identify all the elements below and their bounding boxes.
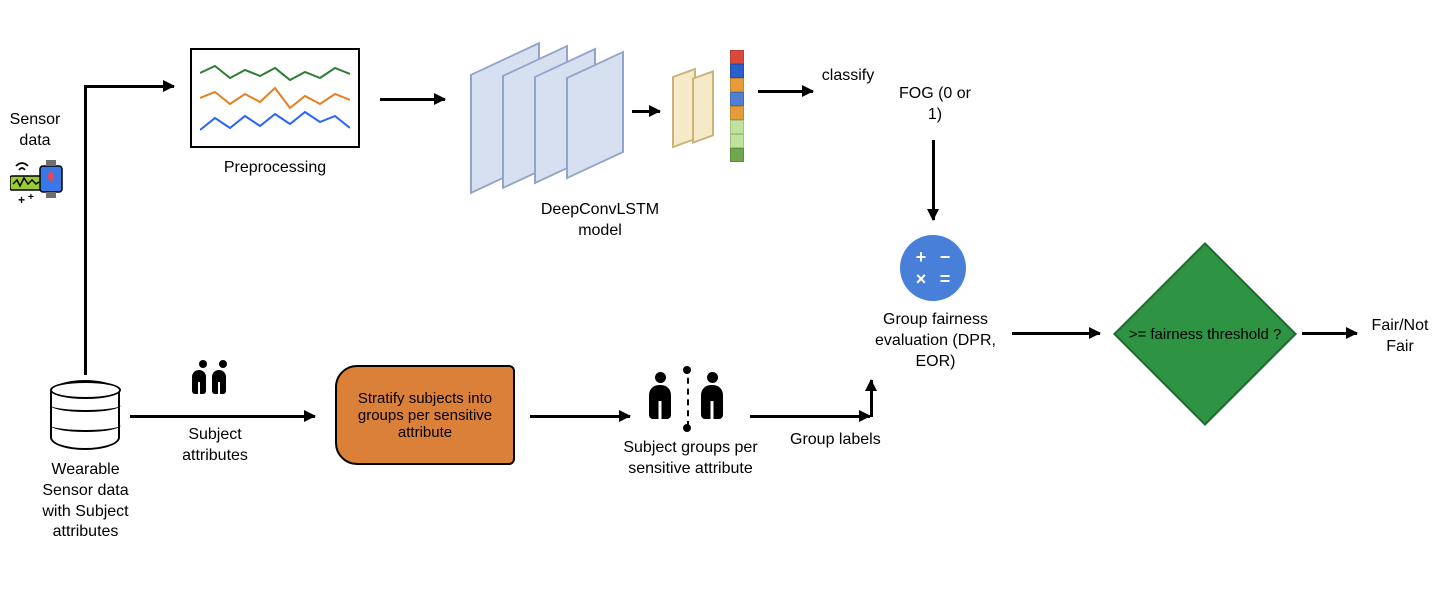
- subject-attributes-label: Subject attributes: [165, 425, 265, 467]
- arrow-db-to-stratify: [130, 415, 315, 418]
- threshold-text: >= fairness threshold ?: [1105, 234, 1305, 434]
- arrow-groups-horizontal: [750, 415, 870, 418]
- subject-groups-label: Subject groups per sensitive attribute: [608, 438, 773, 480]
- calculator-icon: + − × =: [900, 235, 966, 301]
- preproc-series-1: [200, 66, 350, 80]
- stratify-text: Stratify subjects into groups per sensit…: [345, 390, 505, 441]
- elbow-sensor-vertical: [84, 85, 87, 375]
- calc-plus: +: [909, 246, 933, 268]
- vector-cell: [730, 78, 744, 92]
- vector-cell: [730, 148, 744, 162]
- watch-icon: + +: [10, 160, 70, 213]
- preprocessing-label: Preprocessing: [205, 158, 345, 179]
- preproc-series-3: [200, 112, 350, 130]
- database-icon: [50, 380, 120, 450]
- group-labels-text: Group labels: [790, 430, 910, 451]
- arrow-stratify-to-groups: [530, 415, 630, 418]
- preproc-series-2: [200, 88, 350, 108]
- vector-cell: [730, 50, 744, 64]
- arrow-model-to-classify: [758, 90, 813, 93]
- decision-diamond: >= fairness threshold ?: [1105, 234, 1305, 434]
- vector-cell: [730, 106, 744, 120]
- subject-groups-icon: [645, 372, 735, 432]
- vector-cell: [730, 92, 744, 106]
- output-vector: [730, 50, 744, 162]
- svg-text:+: +: [18, 193, 25, 207]
- calc-equals: =: [933, 268, 957, 290]
- calc-times: ×: [909, 268, 933, 290]
- sensor-data-label: Sensor data: [0, 110, 70, 152]
- classify-label: classify: [818, 66, 878, 87]
- arrow-diamond-to-output: [1302, 332, 1357, 335]
- wearable-db-label: Wearable Sensor data with Subject attrib…: [28, 460, 143, 543]
- fc-layer-2: [692, 70, 714, 144]
- calc-minus: −: [933, 246, 957, 268]
- svg-text:+: +: [28, 192, 34, 203]
- preprocessing-panel: [190, 48, 360, 148]
- arrow-conv-to-fc: [632, 110, 660, 113]
- vector-cell: [730, 120, 744, 134]
- fog-label: FOG (0 or 1): [895, 84, 975, 126]
- arrow-fog-down: [932, 140, 935, 220]
- fairness-eval-label: Group fairness evaluation (DPR, EOR): [863, 310, 1008, 372]
- arrow-preproc-to-model: [380, 98, 445, 101]
- model-label: DeepConvLSTM model: [520, 200, 680, 242]
- stratify-box: Stratify subjects into groups per sensit…: [335, 365, 515, 465]
- output-label: Fair/Not Fair: [1360, 316, 1440, 358]
- vector-cell: [730, 134, 744, 148]
- person-icon: [212, 360, 234, 394]
- arrow-sensor-to-preproc: [84, 85, 174, 88]
- arrow-eval-to-diamond: [1012, 332, 1100, 335]
- vector-cell: [730, 64, 744, 78]
- model-block: [460, 20, 780, 200]
- arrow-groups-up: [870, 380, 873, 417]
- person-icon: [192, 360, 214, 394]
